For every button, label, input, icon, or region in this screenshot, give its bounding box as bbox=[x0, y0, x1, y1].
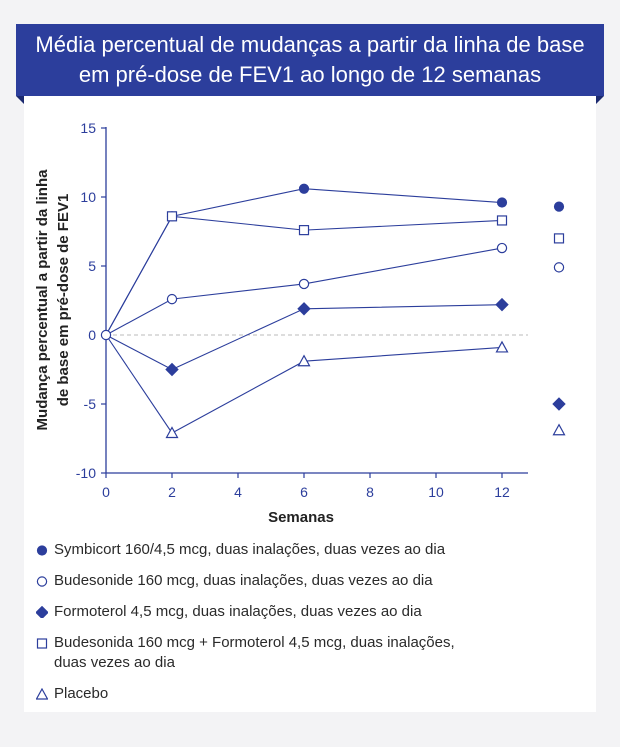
data-point bbox=[298, 278, 310, 290]
data-point bbox=[496, 215, 508, 226]
banner-fold-left bbox=[16, 96, 24, 104]
x-tick-label: 10 bbox=[428, 484, 444, 500]
legend-marker-shape bbox=[36, 545, 48, 556]
chart-legend: Symbicort 160/4,5 mcg, duas inalações, d… bbox=[36, 540, 576, 715]
chart-side-markers bbox=[552, 201, 566, 436]
legend-label-line: Formoterol 4,5 mcg, duas inalações, duas… bbox=[54, 603, 422, 620]
data-point bbox=[166, 293, 178, 305]
data-point bbox=[297, 302, 311, 316]
legend-marker-shape bbox=[36, 638, 48, 649]
x-tick-label: 0 bbox=[102, 484, 110, 500]
x-tick-label: 8 bbox=[366, 484, 374, 500]
side-marker-filled-circle bbox=[553, 201, 565, 212]
x-tick-label: 12 bbox=[494, 484, 510, 500]
legend-item: Budesonida 160 mcg + Formoterol 4,5 mcg,… bbox=[36, 633, 576, 673]
legend-item: Placebo bbox=[36, 684, 576, 704]
legend-label: Symbicort 160/4,5 mcg, duas inalações, d… bbox=[54, 540, 576, 560]
legend-marker-filled-circle-icon bbox=[36, 540, 54, 556]
side-marker-open-triangle bbox=[552, 423, 566, 436]
y-axis-label-line: Mudança percentual a partir da linha bbox=[34, 169, 51, 431]
y-axis-label-line: de base em pré-dose de FEV1 bbox=[55, 194, 72, 407]
legend-marker-filled-diamond-icon bbox=[36, 602, 54, 618]
legend-marker-shape bbox=[36, 606, 48, 618]
legend-marker-open-circle-icon bbox=[36, 571, 54, 587]
y-tick-label: 15 bbox=[80, 120, 96, 136]
y-axis-label: Mudança percentual a partir da linha de b… bbox=[34, 169, 72, 431]
legend-label-line: duas vezes ao dia bbox=[54, 654, 175, 671]
y-tick-label: 0 bbox=[88, 327, 96, 343]
x-tick-label: 2 bbox=[168, 484, 176, 500]
series-filled-diamond bbox=[105, 304, 503, 371]
legend-label-line: Placebo bbox=[54, 685, 109, 702]
legend-label: Budesonida 160 mcg + Formoterol 4,5 mcg,… bbox=[54, 633, 576, 673]
data-point bbox=[165, 362, 179, 377]
series-open-circle bbox=[105, 247, 503, 336]
y-tick-label: -10 bbox=[76, 465, 96, 481]
x-axis-label: Semanas bbox=[268, 509, 334, 526]
origin-point bbox=[100, 329, 112, 341]
legend-label-line: Budesonide 160 mcg, duas inalações, duas… bbox=[54, 572, 433, 589]
series-line bbox=[105, 247, 503, 336]
data-point bbox=[495, 297, 509, 312]
legend-marker-shape bbox=[36, 688, 48, 700]
side-marker-open-square bbox=[553, 233, 565, 244]
data-point bbox=[166, 211, 178, 222]
y-tick-label: -5 bbox=[84, 396, 97, 412]
series-open-square bbox=[105, 215, 503, 336]
series-markers-filled-diamond bbox=[165, 297, 509, 377]
series-line bbox=[105, 215, 503, 336]
data-point bbox=[165, 426, 179, 439]
data-point bbox=[496, 242, 508, 254]
legend-label-line: Symbicort 160/4,5 mcg, duas inalações, d… bbox=[54, 541, 446, 558]
series-markers-open-square bbox=[166, 211, 508, 236]
data-point bbox=[495, 340, 509, 353]
chart-title: Média percentual de mudanças a partir da… bbox=[16, 24, 604, 96]
data-point bbox=[496, 197, 508, 208]
legend-label-line: Budesonida 160 mcg + Formoterol 4,5 mcg,… bbox=[54, 634, 455, 651]
legend-marker-shape bbox=[36, 576, 48, 587]
side-marker-open-circle bbox=[553, 262, 565, 273]
series-markers-filled-circle bbox=[166, 183, 508, 222]
side-marker-filled-diamond bbox=[552, 397, 566, 411]
series-markers-open-circle bbox=[166, 242, 508, 305]
x-tick-label: 6 bbox=[300, 484, 308, 500]
chart-series bbox=[100, 183, 509, 439]
series-line bbox=[105, 334, 503, 434]
legend-marker-open-square-icon bbox=[36, 633, 54, 649]
series-open-triangle bbox=[105, 334, 503, 434]
x-tick-label: 4 bbox=[234, 484, 242, 500]
legend-marker-open-triangle-icon bbox=[36, 684, 54, 700]
legend-item: Formoterol 4,5 mcg, duas inalações, duas… bbox=[36, 602, 576, 622]
legend-label: Placebo bbox=[54, 684, 576, 704]
y-tick-label: 5 bbox=[88, 258, 96, 274]
y-tick-label: 10 bbox=[80, 189, 96, 205]
data-point bbox=[297, 354, 311, 367]
legend-label: Budesonide 160 mcg, duas inalações, duas… bbox=[54, 571, 576, 591]
legend-item: Budesonide 160 mcg, duas inalações, duas… bbox=[36, 571, 576, 591]
chart-card bbox=[24, 24, 596, 712]
series-markers-open-triangle bbox=[165, 340, 509, 439]
legend-label: Formoterol 4,5 mcg, duas inalações, duas… bbox=[54, 602, 576, 622]
series-line bbox=[105, 304, 503, 371]
data-point bbox=[298, 183, 310, 194]
legend-item: Symbicort 160/4,5 mcg, duas inalações, d… bbox=[36, 540, 576, 560]
chart-axes: -10 -5 0 5 10 15 0 2 4 6 8 10 12 bbox=[76, 120, 528, 500]
data-point bbox=[298, 225, 310, 236]
banner-fold-right bbox=[596, 96, 604, 104]
